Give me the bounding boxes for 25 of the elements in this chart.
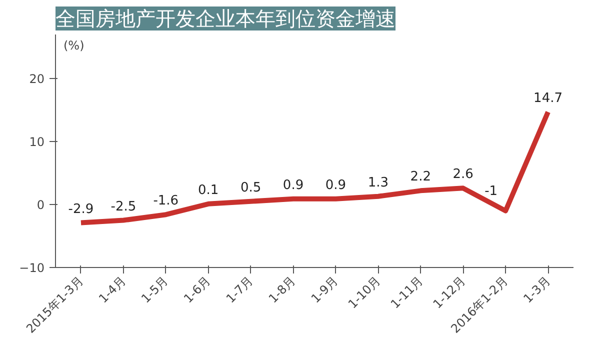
data-label: 0.9: [325, 178, 346, 193]
data-label: 1.3: [368, 175, 389, 190]
data-label: -2.5: [110, 199, 136, 214]
y-tick-label: 10: [29, 135, 45, 150]
data-label: -2.9: [68, 202, 94, 217]
x-tick-label: 1-4月: [96, 274, 128, 306]
y-tick-label: −10: [19, 261, 45, 275]
data-label: -1.6: [153, 194, 179, 209]
x-tick-label: 1-7月: [224, 274, 256, 306]
data-label: 14.7: [534, 90, 563, 106]
x-tick-label: 1-5月: [138, 274, 171, 306]
data-label: 2.6: [452, 167, 474, 182]
chart-title: 全国房地产开发企业本年到位资金增速: [56, 6, 396, 30]
data-label: 2.2: [410, 170, 431, 185]
data-label: 0.9: [282, 178, 304, 193]
y-tick-label: 0: [36, 198, 45, 212]
data-label: 0.5: [240, 180, 262, 196]
data-label: 0.1: [198, 182, 219, 198]
x-tick-label: 1-9月: [308, 274, 341, 306]
y-axis-title: (%): [64, 38, 84, 52]
x-tick-label: 1-6月: [181, 274, 214, 306]
x-tick-label: 1-3月: [520, 274, 553, 306]
y-tick-label: 20: [29, 72, 45, 86]
data-label: -1: [484, 184, 498, 199]
x-tick-label: 1-8月: [266, 274, 298, 306]
